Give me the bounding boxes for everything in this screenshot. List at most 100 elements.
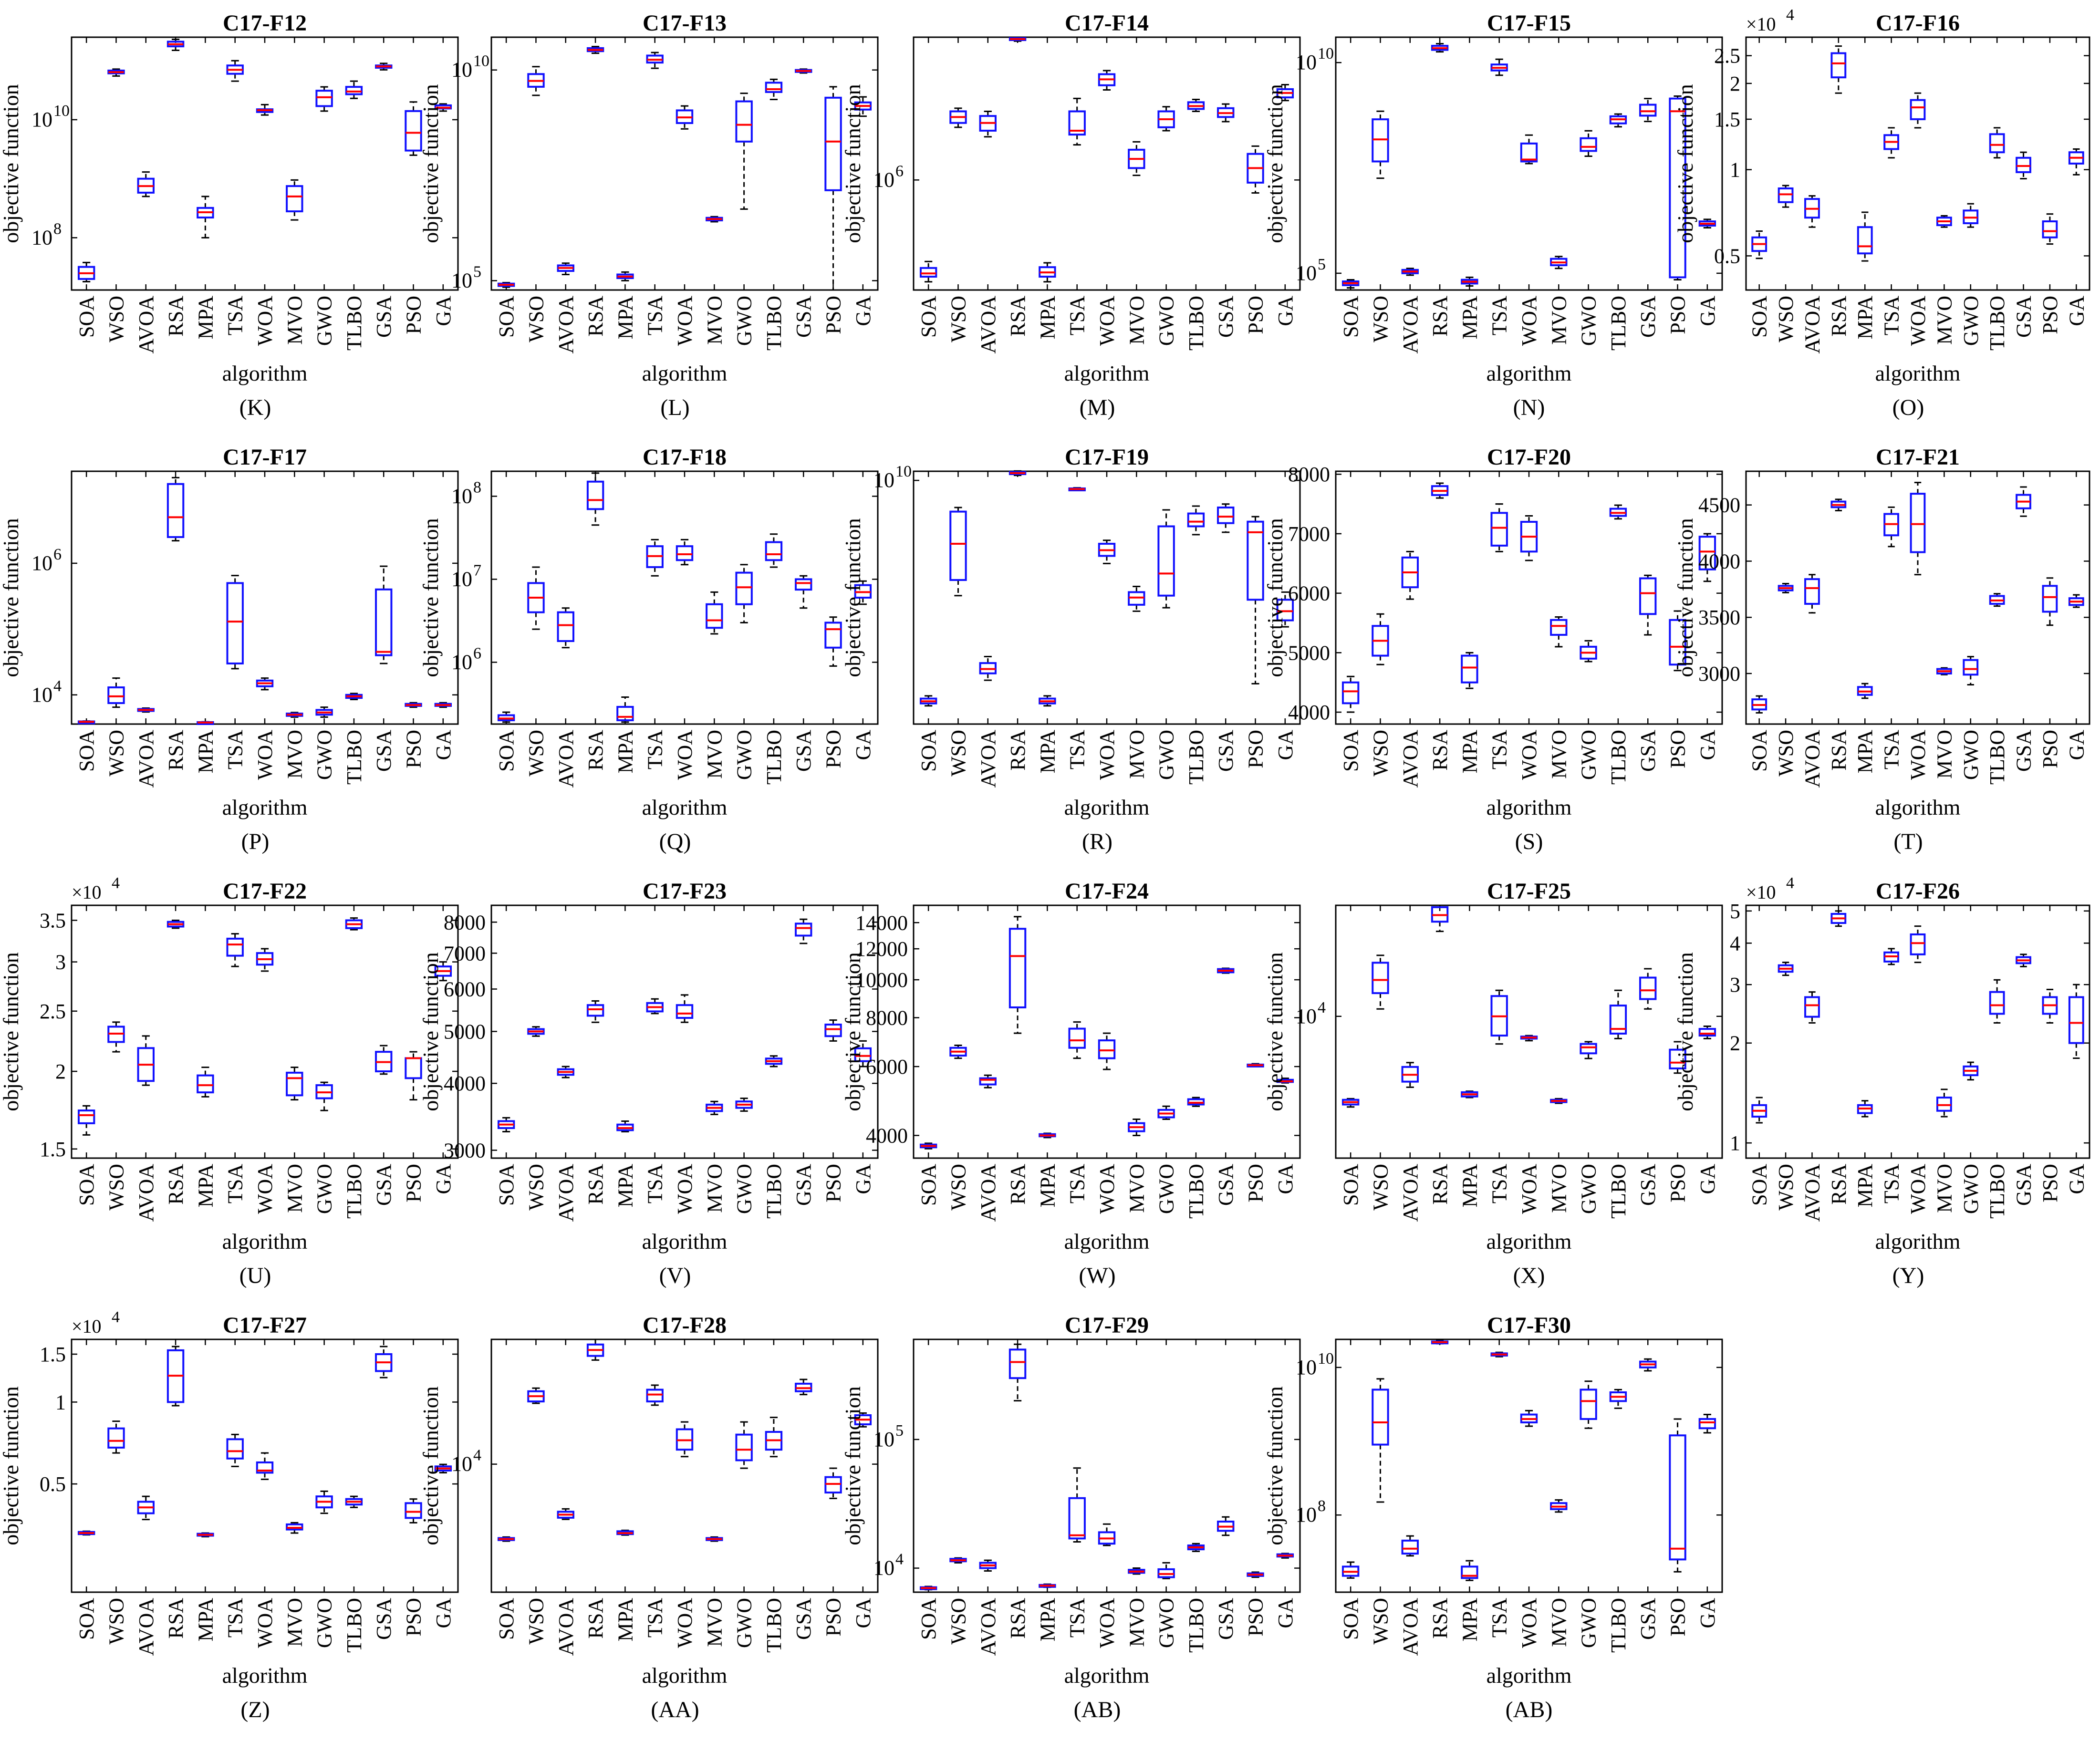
- x-tick-label-ga: GA: [432, 1598, 455, 1628]
- x-tick-label-soa: SOA: [1339, 1164, 1362, 1206]
- y-tick-label: 6000: [866, 1055, 908, 1078]
- x-tick-label-tlbo: TLBO: [1607, 1164, 1630, 1219]
- iqr-box: [1276, 599, 1294, 622]
- x-axis-label: algorithm: [642, 1229, 728, 1254]
- box-pso: [2042, 213, 2058, 245]
- x-axis-label: algorithm: [1064, 795, 1150, 819]
- box-mvo: [286, 712, 303, 718]
- iqr-box: [765, 82, 783, 93]
- x-tick-label-ga: GA: [1274, 1598, 1297, 1628]
- box-mpa: [1039, 695, 1056, 707]
- box-mpa: [1857, 1100, 1873, 1118]
- box-rsa: [1431, 904, 1449, 933]
- box-ga: [1698, 218, 1716, 229]
- box-mvo: [1550, 256, 1568, 269]
- x-tick-label-wso: WSO: [524, 296, 548, 342]
- iqr-box: [646, 1389, 664, 1403]
- iqr-box: [1989, 991, 2005, 1015]
- x-tick-label-pso: PSO: [402, 730, 426, 768]
- chart-title: C17-F21: [1876, 445, 1960, 470]
- iqr-box: [557, 611, 574, 642]
- y-tick-label: 10: [873, 1556, 894, 1580]
- panel-label: (Y): [1892, 1263, 1924, 1288]
- box-avoa: [557, 262, 574, 275]
- x-tick-label-wso: WSO: [1774, 296, 1798, 342]
- iqr-box: [2042, 585, 2058, 613]
- y-tick-label: 4000: [444, 1072, 486, 1095]
- box-gsa: [1639, 968, 1657, 1010]
- box-rsa: [1830, 45, 1847, 94]
- y-multiplier: ×10: [72, 1316, 102, 1337]
- box-avoa: [979, 1074, 997, 1088]
- y-axis-label: objective function: [418, 952, 443, 1111]
- x-tick-label-tlbo: TLBO: [1607, 1598, 1630, 1653]
- box-gsa: [2016, 953, 2031, 967]
- iqr-box: [405, 110, 422, 152]
- x-tick-label-gsa: GSA: [792, 1164, 815, 1206]
- x-tick-label-tsa: TSA: [1488, 1164, 1511, 1203]
- y-tick-label: 10: [873, 468, 894, 492]
- y-tick-label: 4000: [1698, 549, 1740, 573]
- chart-title: C17-F20: [1487, 445, 1571, 470]
- y-multiplier-exponent: 4: [1786, 874, 1794, 892]
- iqr-box: [77, 1109, 95, 1124]
- x-tick-label-mvo: MVO: [1125, 1164, 1148, 1213]
- box-gwo: [315, 1490, 333, 1514]
- x-tick-label-mvo: MVO: [1547, 730, 1570, 779]
- panel-label: (W): [1079, 1263, 1115, 1288]
- x-tick-label-ga: GA: [2065, 1164, 2088, 1194]
- iqr-box: [1910, 493, 1926, 553]
- x-tick-label-woa: WOA: [673, 730, 697, 780]
- x-tick-label-woa: WOA: [253, 296, 277, 346]
- box-avoa: [1401, 1062, 1419, 1088]
- box-tsa: [226, 575, 244, 670]
- x-axis-label: algorithm: [1875, 1229, 1961, 1254]
- x-tick-label-pso: PSO: [822, 1164, 845, 1202]
- y-axis-label: objective function: [841, 518, 865, 677]
- chart-title: C17-F23: [643, 879, 727, 904]
- y-tick-exponent: 6: [473, 644, 481, 662]
- box-tlbo: [1989, 979, 2005, 1024]
- chart-c17-f27: 0.5 1 1.5 ×10 4 SOA WSO AVOA RSA MPA TSA WOA MVO GWO T…: [0, 1308, 459, 1722]
- y-axis-label: objective function: [0, 1386, 23, 1545]
- x-tick-label-rsa: RSA: [1428, 1164, 1452, 1205]
- box-mvo: [1128, 1567, 1145, 1575]
- box-gwo: [1963, 656, 1979, 686]
- box-ga: [2068, 594, 2084, 608]
- y-tick-exponent: 6: [53, 546, 62, 563]
- panel-label: (AB): [1506, 1697, 1553, 1722]
- x-tick-label-ga: GA: [852, 730, 875, 760]
- x-tick-label-soa: SOA: [75, 730, 98, 772]
- x-tick-label-rsa: RSA: [1428, 730, 1452, 771]
- iqr-box: [1401, 1539, 1419, 1555]
- box-rsa: [586, 46, 604, 54]
- y-tick-label: 10: [451, 269, 472, 292]
- x-tick-label-tlbo: TLBO: [1185, 1598, 1208, 1653]
- box-wso: [107, 1420, 125, 1454]
- y-axis-label: objective function: [418, 518, 443, 677]
- box-soa: [1341, 1561, 1360, 1579]
- x-tick-label-soa: SOA: [917, 1598, 940, 1640]
- x-tick-label-tsa: TSA: [644, 730, 667, 769]
- x-tick-label-woa: WOA: [253, 1164, 277, 1214]
- box-mpa: [197, 196, 214, 238]
- y-tick-exponent: 10: [895, 463, 912, 480]
- x-tick-label-pso: PSO: [402, 296, 426, 334]
- box-mpa: [1461, 276, 1478, 287]
- x-tick-label-tsa: TSA: [1066, 296, 1089, 335]
- x-tick-label-rsa: RSA: [164, 1164, 187, 1205]
- iqr-box: [795, 578, 812, 591]
- box-rsa: [1431, 1340, 1449, 1345]
- y-tick-label: 1: [55, 1390, 66, 1414]
- box-soa: [1751, 695, 1767, 714]
- y-tick-exponent: 6: [895, 162, 904, 180]
- y-tick-label: 4500: [1698, 494, 1740, 517]
- box-rsa: [166, 1346, 185, 1407]
- x-tick-label-avoa: AVOA: [135, 1164, 158, 1222]
- box-gsa: [1639, 574, 1657, 636]
- x-tick-label-avoa: AVOA: [554, 1164, 578, 1222]
- x-axis-label: algorithm: [222, 795, 308, 819]
- iqr-box: [226, 582, 244, 664]
- iqr-box: [1008, 928, 1027, 1008]
